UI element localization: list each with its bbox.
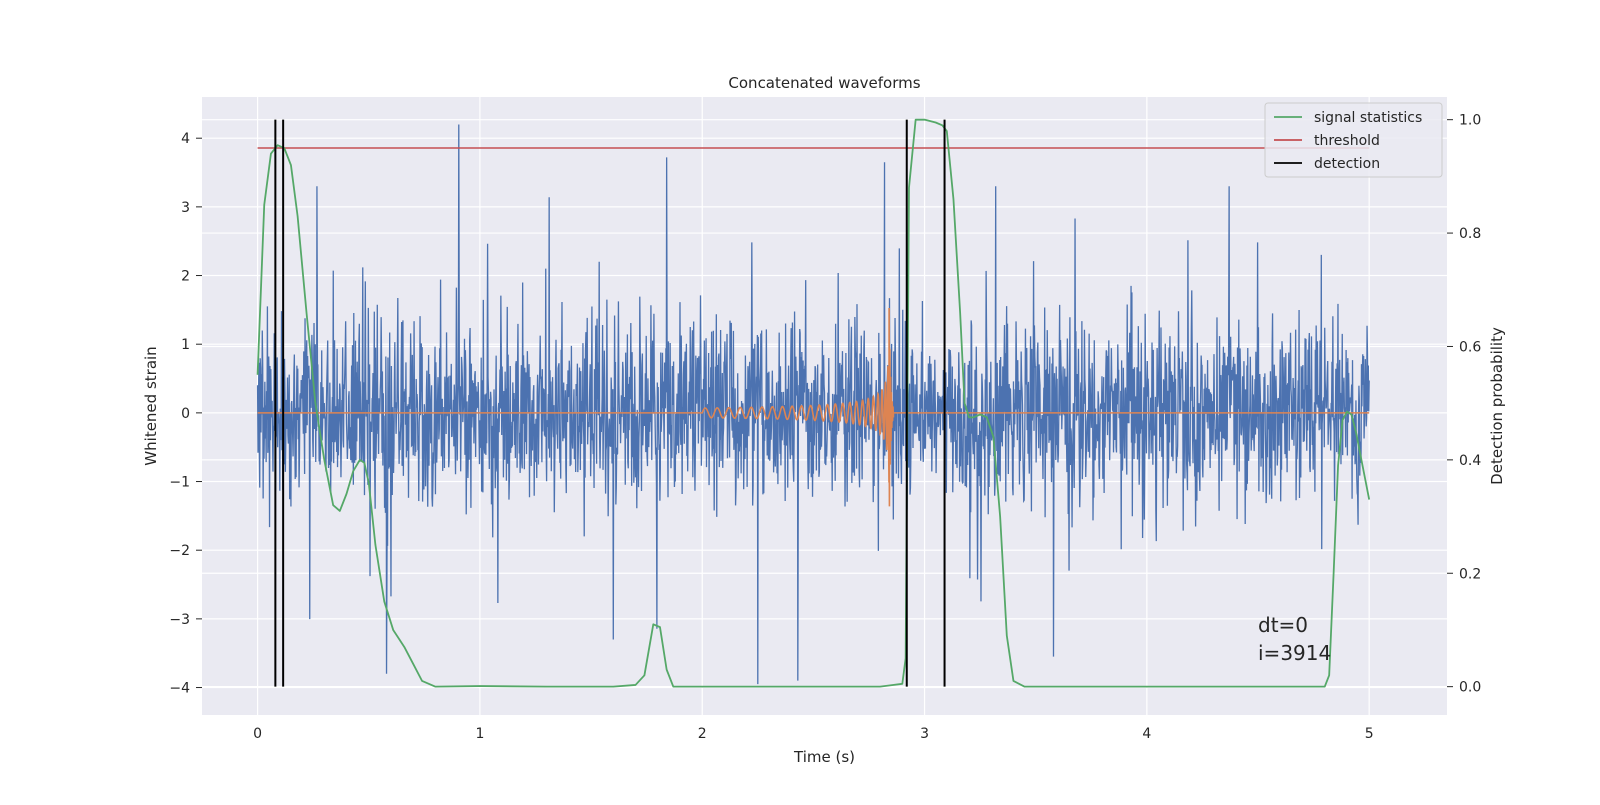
y-tick-label: −3 [169, 612, 190, 628]
x-tick-label: 2 [698, 726, 707, 742]
y-tick-label: 0 [181, 406, 190, 422]
legend-label-signal-statistics: signal statistics [1314, 110, 1422, 126]
legend-frame [1264, 102, 1443, 178]
y-axis-label: Whitened strain [142, 346, 160, 465]
annotation-dt: dt=0 [1258, 613, 1308, 637]
x-tick-label: 3 [920, 726, 929, 742]
x-tick-label: 5 [1365, 726, 1374, 742]
x-tick-label: 1 [475, 726, 484, 742]
y-tick-label: 4 [181, 131, 190, 147]
y-tick-label: −4 [169, 681, 190, 697]
series-signal-statistics [256, 118, 1371, 688]
legend: signal statistics threshold detection [1264, 102, 1443, 178]
legend-label-threshold: threshold [1314, 133, 1380, 149]
x-tick-label: 4 [1142, 726, 1151, 742]
y2-tick-label: 0.2 [1459, 566, 1481, 582]
y2-tick-label: 0.0 [1459, 680, 1481, 696]
tick-labels: 0 1 2 3 4 5 −4 −3 −2 −1 0 1 2 3 4 0.0 0.2 0.4 0.6 0.8 1.0 [169, 113, 1481, 742]
series-injected-chirp [257, 308, 1370, 507]
y2-tick-label: 0.6 [1459, 339, 1481, 355]
annotation-box: dt=0 i=3914 [1258, 613, 1331, 665]
annotation-i: i=3914 [1258, 641, 1331, 665]
y2-tick-label: 0.4 [1459, 453, 1481, 469]
series-whitened-strain [256, 124, 1370, 685]
data-layer [256, 118, 1371, 688]
y-tick-label: −1 [169, 475, 190, 491]
y-tick-label: 1 [181, 337, 190, 353]
y2-tick-label: 1.0 [1459, 113, 1481, 129]
y-tick-label: −2 [169, 543, 190, 559]
chart-title: Concatenated waveforms [728, 74, 920, 92]
y-tick-label: 2 [181, 269, 190, 285]
x-axis-label: Time (s) [793, 748, 855, 766]
x-tick-label: 0 [253, 726, 262, 742]
y2-tick-label: 0.8 [1459, 226, 1481, 242]
legend-label-detection: detection [1314, 156, 1380, 172]
y2-axis-label: Detection probability [1488, 327, 1506, 485]
y-tick-label: 3 [181, 200, 190, 216]
